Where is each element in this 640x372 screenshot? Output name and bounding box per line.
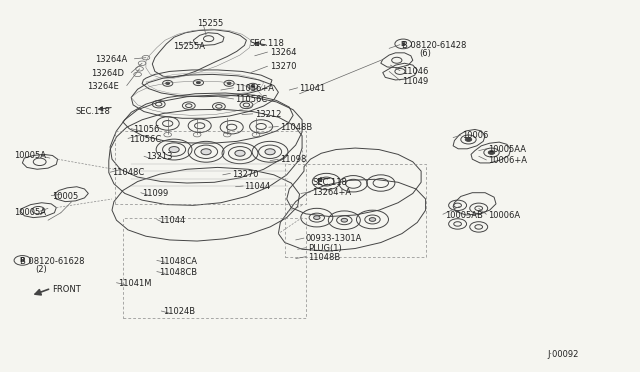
Circle shape: [265, 149, 275, 155]
Text: 10005A: 10005A: [14, 151, 46, 160]
Circle shape: [314, 216, 320, 219]
Circle shape: [166, 82, 170, 84]
Circle shape: [227, 82, 231, 84]
Text: 11041M: 11041M: [118, 279, 152, 288]
Text: 13264D: 13264D: [91, 69, 124, 78]
Text: 11044: 11044: [159, 216, 185, 225]
Text: 11048CB: 11048CB: [159, 268, 197, 277]
Text: 10005AA: 10005AA: [488, 145, 525, 154]
Text: 13212: 13212: [255, 110, 281, 119]
Text: 11048C: 11048C: [112, 169, 144, 177]
Text: 10006+A: 10006+A: [488, 156, 527, 165]
Text: 15255A: 15255A: [173, 42, 205, 51]
Text: SEC.118: SEC.118: [76, 107, 110, 116]
Text: SEC.118: SEC.118: [312, 178, 347, 187]
Text: 11041: 11041: [300, 84, 326, 93]
Circle shape: [169, 147, 179, 153]
Text: 11044: 11044: [244, 182, 271, 191]
Text: 11046: 11046: [402, 67, 428, 76]
Circle shape: [341, 218, 348, 222]
Text: B 08120-61628: B 08120-61628: [20, 257, 85, 266]
Circle shape: [488, 151, 495, 154]
Text: 13264A: 13264A: [95, 55, 127, 64]
Text: 11056: 11056: [133, 125, 159, 134]
Text: 13213: 13213: [146, 153, 172, 161]
Text: 11024B: 11024B: [163, 307, 195, 316]
Circle shape: [235, 150, 245, 156]
Text: 10006A: 10006A: [488, 211, 520, 219]
Circle shape: [369, 218, 376, 221]
Text: 10005: 10005: [52, 192, 79, 201]
Text: 11048B: 11048B: [280, 123, 312, 132]
Circle shape: [196, 81, 200, 84]
Text: SEC.118: SEC.118: [250, 39, 284, 48]
Text: 13264: 13264: [270, 48, 296, 57]
Text: J·00092: J·00092: [547, 350, 579, 359]
Circle shape: [201, 149, 211, 155]
Text: 11056C: 11056C: [129, 135, 161, 144]
Text: PLUG(1): PLUG(1): [308, 244, 342, 253]
Text: 13270: 13270: [232, 170, 258, 179]
Text: (2): (2): [35, 265, 47, 274]
Text: 13264E: 13264E: [87, 82, 119, 91]
Text: (6): (6): [419, 49, 431, 58]
Text: 11099: 11099: [142, 189, 168, 198]
Text: 00933-1301A: 00933-1301A: [306, 234, 362, 243]
Text: FRONT: FRONT: [52, 285, 81, 294]
Text: 15255: 15255: [196, 19, 223, 28]
Text: B: B: [20, 257, 25, 263]
Text: B 08120-61428: B 08120-61428: [402, 41, 467, 50]
Text: 11048CA: 11048CA: [159, 257, 196, 266]
Text: 10006: 10006: [462, 131, 488, 140]
Text: 11056C: 11056C: [236, 95, 268, 104]
Circle shape: [465, 138, 472, 141]
Text: 11049: 11049: [402, 77, 428, 86]
Text: 13264+A: 13264+A: [312, 188, 351, 197]
Text: 10005AB: 10005AB: [445, 211, 483, 219]
Text: 10005A: 10005A: [14, 208, 46, 217]
Text: 13270: 13270: [270, 62, 296, 71]
Text: B: B: [401, 41, 406, 47]
Circle shape: [251, 85, 255, 87]
Text: 11056+A: 11056+A: [236, 84, 275, 93]
Text: 11048B: 11048B: [308, 253, 340, 262]
Text: 11098: 11098: [280, 155, 307, 164]
